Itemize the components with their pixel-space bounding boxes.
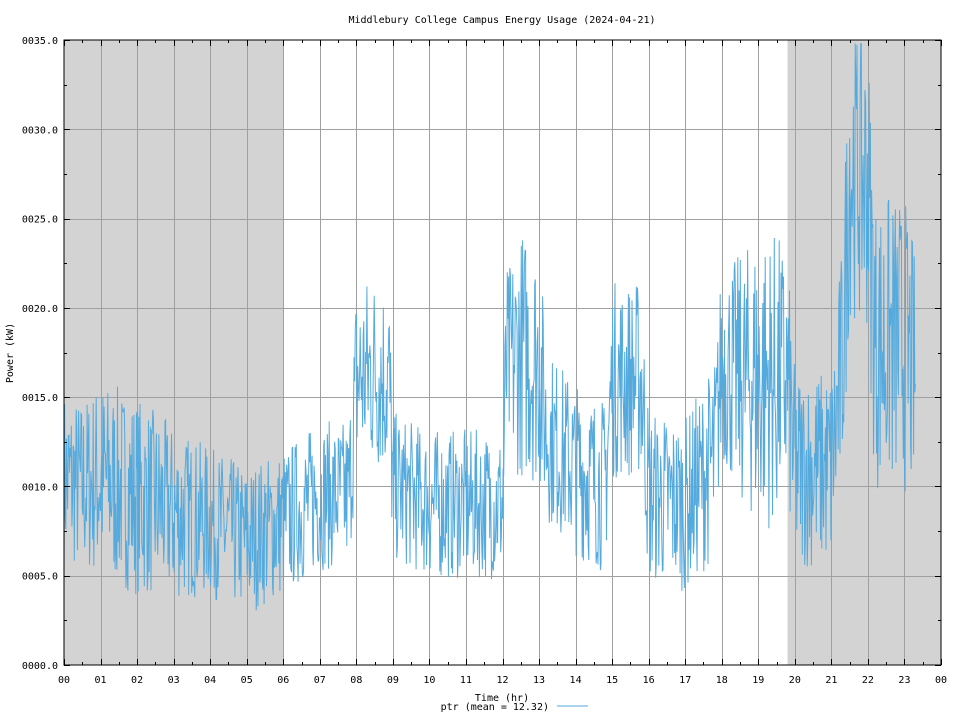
y-tick-label: 0010.0: [22, 482, 58, 493]
x-tick-label: 08: [350, 675, 362, 686]
x-tick-label: 03: [168, 675, 180, 686]
y-tick-label: 0005.0: [22, 572, 58, 583]
x-tick-label: 21: [825, 675, 837, 686]
chart-title: Middlebury College Campus Energy Usage (…: [348, 15, 655, 26]
x-tick-label: 23: [898, 675, 910, 686]
x-tick-label: 04: [204, 675, 216, 686]
plot-frame: [63, 39, 942, 666]
legend-label: ptr (mean = 12.32): [441, 702, 549, 713]
x-tick-label: 06: [277, 675, 289, 686]
y-tick-label: 0025.0: [22, 215, 58, 226]
x-tick-label: 00: [58, 675, 70, 686]
tick-marks: [64, 40, 942, 666]
x-tick-labels: 00 01 02 03 04 05 06 07 08 09 10 11 12 13 14 15 16 17 18 19…: [58, 675, 947, 686]
x-tick-label: 17: [679, 675, 691, 686]
x-tick-label: 14: [570, 675, 582, 686]
x-tick-label: 10: [423, 675, 435, 686]
x-axis-label: Time (hr): [475, 693, 529, 704]
x-tick-label: 19: [752, 675, 764, 686]
x-tick-label: 16: [643, 675, 655, 686]
y-tick-label: 0015.0: [22, 393, 58, 404]
x-tick-label: 18: [716, 675, 728, 686]
y-tick-label: 0035.0: [22, 36, 58, 47]
x-tick-label: 20: [789, 675, 801, 686]
y-axis-label: Power (kW): [5, 323, 16, 383]
series-layer: [63, 43, 916, 611]
x-tick-label: 07: [314, 675, 326, 686]
legend: ptr (mean = 12.32): [441, 702, 588, 713]
x-tick-label: 12: [496, 675, 508, 686]
y-tick-label: 0030.0: [22, 125, 58, 136]
y-tick-label: 0000.0: [22, 661, 58, 672]
series-line-ptr: [63, 43, 916, 611]
x-tick-label: 13: [533, 675, 545, 686]
x-tick-label: 01: [95, 675, 107, 686]
x-tick-label: 22: [862, 675, 874, 686]
shaded-regions: [64, 40, 941, 665]
x-tick-label: 11: [460, 675, 472, 686]
x-tick-label: 05: [241, 675, 253, 686]
x-tick-label: 02: [131, 675, 143, 686]
y-tick-label: 0020.0: [22, 304, 58, 315]
y-tick-labels: 0000.0 0005.0 0010.0 0015.0 0020.0 0025.0 0030…: [22, 36, 58, 672]
x-tick-label: 15: [606, 675, 618, 686]
x-tick-label: 09: [387, 675, 399, 686]
x-tick-label: 00: [935, 675, 947, 686]
